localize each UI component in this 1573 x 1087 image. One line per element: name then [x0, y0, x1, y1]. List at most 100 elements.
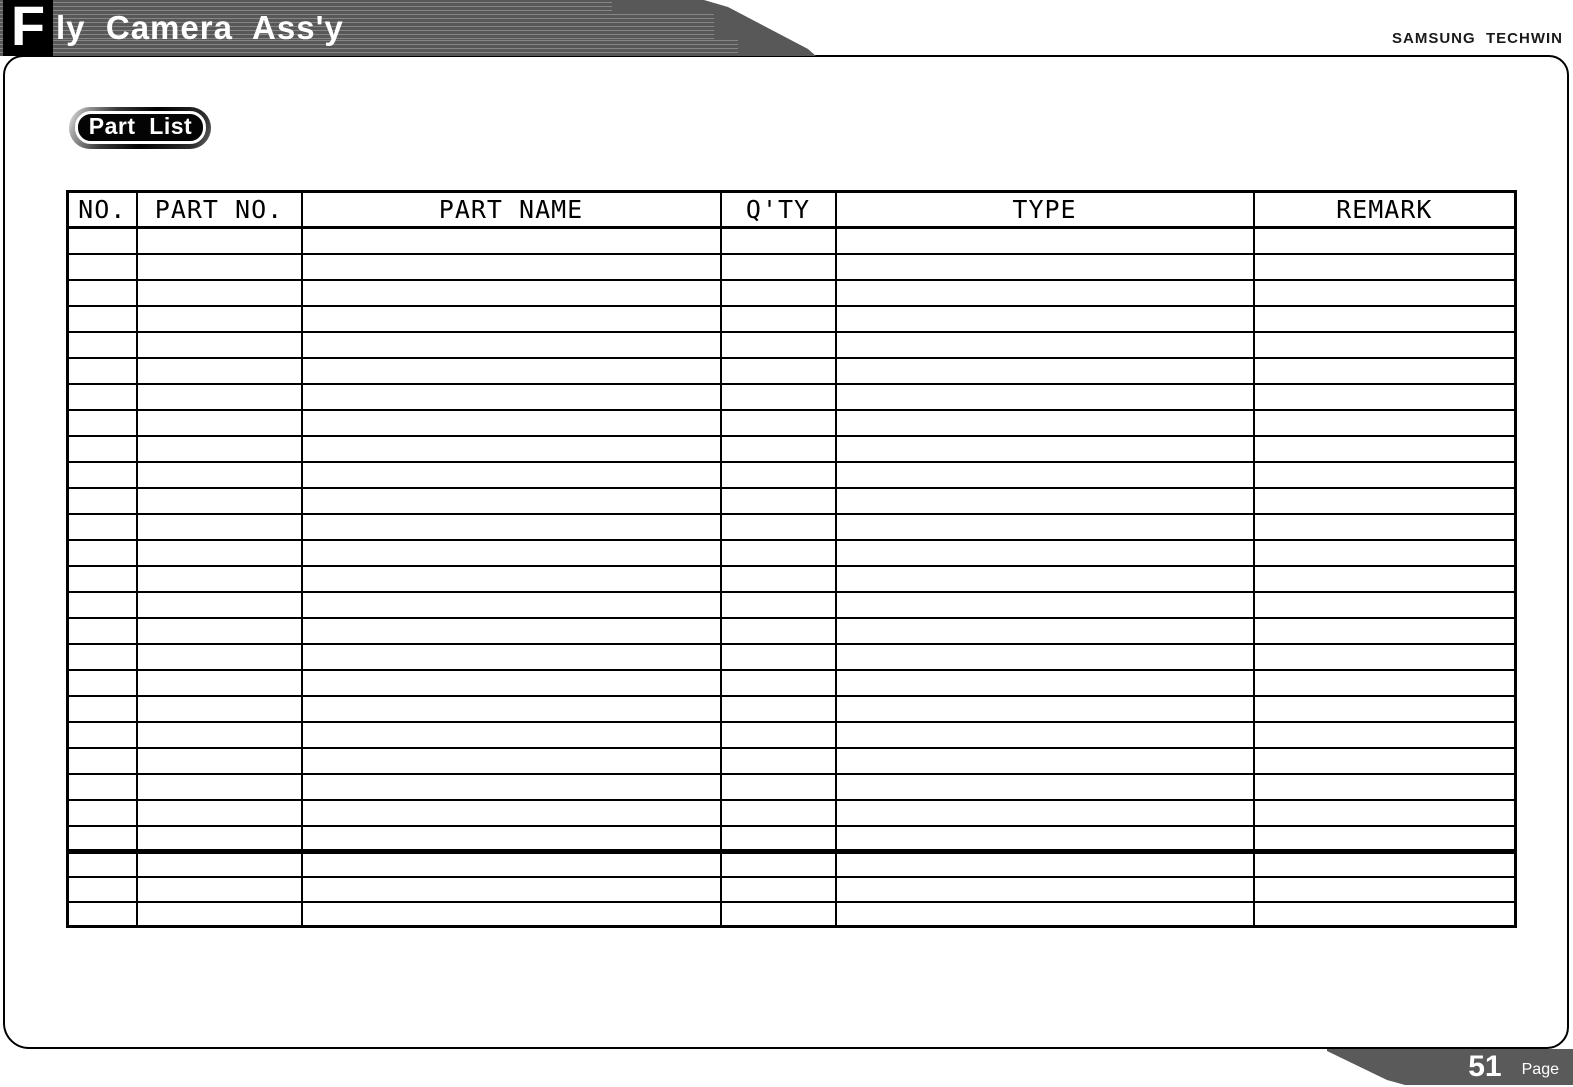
- table-cell: [300, 642, 722, 671]
- table-cell: [66, 668, 138, 697]
- table-cell: [719, 382, 837, 411]
- table-cell: [66, 798, 138, 827]
- table-cell: [719, 850, 837, 878]
- table-cell: [135, 304, 303, 333]
- table-cell: [66, 382, 138, 411]
- table-row: [66, 304, 1517, 333]
- table-cell: [135, 460, 303, 489]
- title-initial: F: [10, 0, 46, 57]
- table-cell: [834, 460, 1255, 489]
- table-cell: [834, 590, 1255, 619]
- title-initial-block: F: [3, 0, 53, 56]
- table-cell: [300, 694, 722, 723]
- table-cell: [834, 408, 1255, 437]
- table-row: [66, 772, 1517, 801]
- column-header-part-no: PART NO.: [135, 190, 303, 229]
- table-cell: [135, 330, 303, 359]
- table-cell: [135, 538, 303, 567]
- table-cell: [834, 538, 1255, 567]
- table-cell: [719, 330, 837, 359]
- table-cell: [66, 226, 138, 255]
- table-cell: [719, 278, 837, 307]
- table-row: [66, 538, 1517, 567]
- table-cell: [66, 564, 138, 593]
- table-cell: [719, 772, 837, 801]
- table-cell: [719, 304, 837, 333]
- table-cell: [1252, 590, 1517, 619]
- table-cell: [135, 590, 303, 619]
- table-row: [66, 590, 1517, 619]
- table-row: [66, 382, 1517, 411]
- table-row: [66, 668, 1517, 697]
- table-cell: [834, 486, 1255, 515]
- table-cell: [834, 694, 1255, 723]
- table-cell: [66, 772, 138, 801]
- table-cell: [719, 668, 837, 697]
- table-cell: [1252, 512, 1517, 541]
- table-cell: [135, 434, 303, 463]
- table-cell: [719, 564, 837, 593]
- table-cell: [300, 226, 722, 255]
- page-label: Page: [1521, 1061, 1559, 1078]
- parts-table-body: [66, 226, 1517, 928]
- table-cell: [719, 694, 837, 723]
- table-row: [66, 252, 1517, 281]
- table-cell: [135, 512, 303, 541]
- table-cell: [300, 900, 722, 928]
- page-footer-banner: 51 Page: [1327, 1049, 1573, 1085]
- page-title: ly Camera Ass'y: [56, 9, 344, 46]
- table-cell: [66, 278, 138, 307]
- table-row: [66, 875, 1517, 903]
- table-cell: [66, 746, 138, 775]
- table-cell: [300, 875, 722, 903]
- table-cell: [66, 538, 138, 567]
- table-cell: [834, 434, 1255, 463]
- table-cell: [719, 590, 837, 619]
- table-cell: [834, 382, 1255, 411]
- part-list-badge-label: Part List: [88, 113, 193, 139]
- table-cell: [1252, 382, 1517, 411]
- table-cell: [719, 356, 837, 385]
- table-cell: [834, 772, 1255, 801]
- table-cell: [135, 850, 303, 878]
- table-cell: [834, 278, 1255, 307]
- table-cell: [1252, 564, 1517, 593]
- table-cell: [1252, 304, 1517, 333]
- table-cell: [834, 798, 1255, 827]
- table-cell: [66, 486, 138, 515]
- table-cell: [834, 875, 1255, 903]
- table-cell: [300, 330, 722, 359]
- table-cell: [135, 408, 303, 437]
- table-row: [66, 356, 1517, 385]
- table-cell: [1252, 330, 1517, 359]
- table-cell: [135, 772, 303, 801]
- table-cell: [834, 226, 1255, 255]
- table-cell: [719, 252, 837, 281]
- table-cell: [66, 252, 138, 281]
- table-cell: [719, 746, 837, 775]
- table-cell: [834, 850, 1255, 878]
- table-cell: [834, 356, 1255, 385]
- table-cell: [135, 824, 303, 854]
- table-cell: [1252, 746, 1517, 775]
- table-row: [66, 330, 1517, 359]
- table-cell: [834, 252, 1255, 281]
- table-row: [66, 798, 1517, 827]
- table-cell: [834, 512, 1255, 541]
- table-cell: [1252, 875, 1517, 903]
- table-cell: [66, 408, 138, 437]
- banner-stripes: [0, 40, 738, 53]
- banner-stripes: [0, 14, 714, 40]
- table-cell: [135, 252, 303, 281]
- table-cell: [719, 900, 837, 928]
- column-header-qty: Q'TY: [719, 190, 837, 229]
- table-row: [66, 408, 1517, 437]
- table-cell: [719, 434, 837, 463]
- table-cell: [1252, 226, 1517, 255]
- table-cell: [300, 408, 722, 437]
- table-cell: [1252, 694, 1517, 723]
- table-cell: [300, 590, 722, 619]
- content-area: Part List NO. PART NO. PART NAME Q'TY TY…: [3, 55, 1569, 1049]
- table-cell: [834, 304, 1255, 333]
- banner-stripes: [0, 2, 612, 14]
